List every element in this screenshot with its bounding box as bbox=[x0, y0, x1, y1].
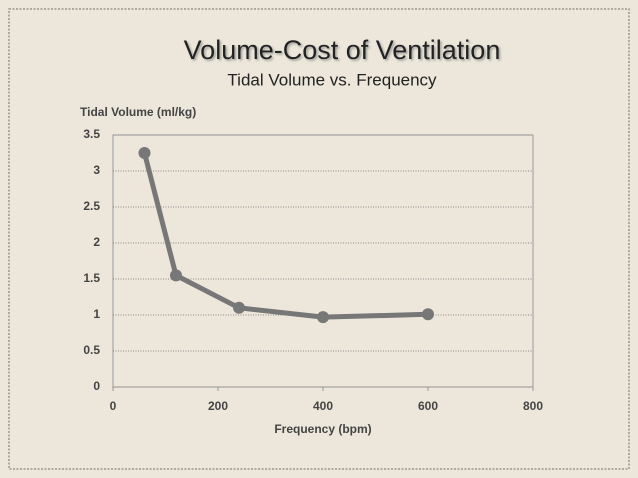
y-tick-label: 3.5 bbox=[83, 127, 100, 141]
y-tick-label: 0 bbox=[93, 379, 100, 393]
y-tick-label: 1.5 bbox=[83, 271, 100, 285]
x-tick-label: 200 bbox=[208, 399, 228, 413]
y-tick-label: 0.5 bbox=[83, 343, 100, 357]
chart-subtitle: Tidal Volume vs. Frequency bbox=[227, 70, 437, 89]
y-tick-label: 2 bbox=[93, 235, 100, 249]
y-tick-label: 3 bbox=[93, 163, 100, 177]
x-tick-label: 0 bbox=[110, 399, 117, 413]
slide-border bbox=[8, 8, 630, 470]
data-point bbox=[170, 269, 182, 282]
x-tick-label: 600 bbox=[418, 399, 438, 413]
x-tick-label: 800 bbox=[523, 399, 543, 413]
x-axis-label: Frequency (bpm) bbox=[274, 422, 371, 436]
y-tick-label: 1 bbox=[93, 307, 100, 321]
chart-title: Volume-Cost of Ventilation bbox=[184, 35, 501, 65]
x-tick-label: 400 bbox=[313, 399, 333, 413]
data-point bbox=[233, 301, 245, 314]
data-point bbox=[317, 311, 329, 324]
data-point bbox=[422, 308, 434, 321]
data-point bbox=[138, 147, 151, 159]
y-tick-label: 2.5 bbox=[83, 199, 100, 213]
y-axis-label: Tidal Volume (ml/kg) bbox=[80, 105, 196, 119]
